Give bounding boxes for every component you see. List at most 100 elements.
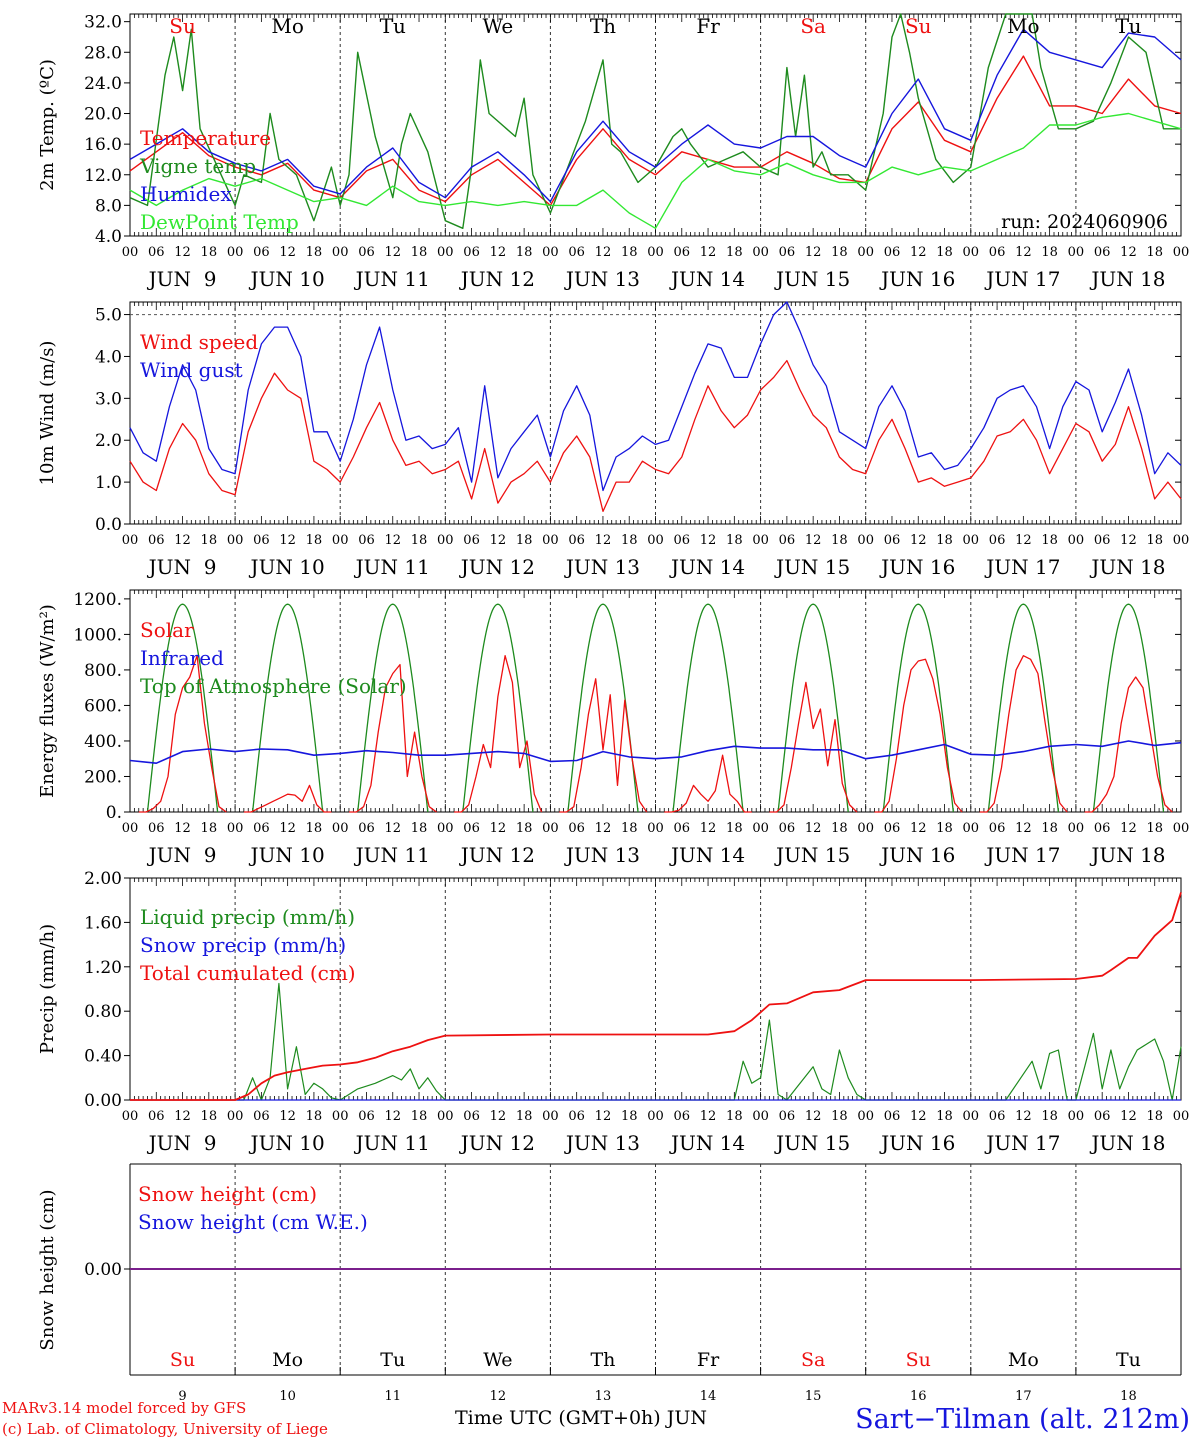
hour-tick-label: 00 [437,533,454,548]
hour-tick-label: 06 [463,533,480,548]
date-label: JUN 18 [1089,267,1165,291]
hour-tick-label: 06 [989,821,1006,836]
series-toa-solar-line [777,603,849,813]
day-number-label: 10 [279,1389,296,1404]
panel-4: 00 06 12 18 00 06 12 18 00 06 12 18 00 06 12 18 00 06 12 18… [37,869,1189,1155]
series-solar-line [1084,676,1173,813]
day-number-label: 14 [700,1389,717,1404]
hour-tick-label: 12 [910,821,927,836]
hour-tick-label: 06 [253,533,270,548]
hour-tick-label: 18 [411,245,428,260]
hour-tick-label: 18 [726,821,743,836]
series-toa-solar-line [1092,603,1165,813]
hour-tick-label: 18 [201,1109,218,1124]
y-tick-label: 4.0 [95,347,122,367]
hour-tick-label: 06 [674,245,691,260]
hour-tick-label: 00 [752,533,769,548]
date-label: JUN 18 [1089,555,1165,579]
date-label: JUN 15 [774,843,850,867]
y-tick-label: 32.0 [84,13,122,33]
weekday-label: Th [590,14,616,38]
hour-tick-label: 18 [936,821,953,836]
date-label: JUN 10 [249,555,325,579]
date-label: JUN 17 [984,1131,1060,1155]
hour-tick-label: 00 [857,1109,874,1124]
station-label: Sart−Tilman (alt. 212m) [855,1404,1190,1435]
hour-tick-label: 12 [1120,533,1137,548]
hour-tick-label: 00 [227,821,244,836]
weekday-label: Tu [1115,14,1141,38]
hour-tick-label: 12 [174,821,191,836]
hour-tick-label: 18 [516,1109,533,1124]
x-axis-title: Time UTC (GMT+0h) JUN [455,1407,707,1429]
y-tick-label: 1.20 [84,958,122,978]
hour-tick-label: 06 [674,1109,691,1124]
hour-tick-label: 00 [437,1109,454,1124]
hour-tick-label: 00 [227,1109,244,1124]
hour-tick-label: 00 [647,821,664,836]
legend-entry: DewPoint Temp [140,210,299,234]
panel-1: 00 06 12 18 00 06 12 18 00 06 12 18 00 06 12 18 00 06 12 18… [37,13,1189,291]
hour-tick-label: 06 [358,245,375,260]
series-solar-line [874,658,963,813]
date-label: JUN 9 [147,555,217,579]
legend-entry: Snow height (cm) [138,1182,317,1206]
hour-tick-label: 12 [490,245,507,260]
hour-tick-label: 06 [779,533,796,548]
series-infrared-line [129,740,1182,765]
hour-tick-label: 06 [989,533,1006,548]
y-tick-label: 28.0 [84,43,122,63]
y-tick-label: 0.0 [95,515,122,535]
date-label: JUN 17 [984,267,1060,291]
run-label: run: 2024060906 [1001,211,1168,233]
series-solar-line [243,784,332,813]
hour-tick-label: 00 [1173,245,1190,260]
y-tick-label: 0. [106,803,122,823]
hour-tick-label: 18 [306,1109,323,1124]
weekday-label: Tu [1116,1349,1141,1371]
y-tick-label: 20.0 [84,105,122,125]
hour-tick-label: 18 [1041,533,1058,548]
hour-tick-label: 12 [384,1109,401,1124]
hour-tick-label: 18 [831,821,848,836]
y-tick-label: 0.00 [84,1091,122,1111]
hour-tick-label: 12 [279,533,296,548]
y-tick-label: 1200. [73,590,122,610]
date-label: JUN 18 [1089,843,1165,867]
hour-tick-label: 00 [122,245,139,260]
hour-tick-label: 12 [490,1109,507,1124]
hour-tick-label: 00 [1068,821,1085,836]
y-tick-label: 800. [84,661,122,681]
hour-tick-label: 00 [857,533,874,548]
y-tick-label: 400. [84,732,122,752]
weekday-label: Fr [696,14,720,38]
hour-tick-label: 00 [1173,821,1190,836]
date-label: JUN 9 [147,267,217,291]
hour-tick-label: 00 [437,821,454,836]
legend-entry: Humidex [140,182,232,206]
hour-tick-label: 06 [779,821,796,836]
y-tick-label: 24.0 [84,74,122,94]
hour-tick-label: 12 [174,1109,191,1124]
hour-tick-label: 06 [674,821,691,836]
series-solar-line [559,678,648,813]
footer: MARv3.14 model forced by GFS (c) Lab. of … [2,1399,1190,1438]
hour-tick-label: 12 [384,533,401,548]
hour-tick-label: 12 [805,245,822,260]
legend-entry: Snow precip (mm/h) [140,933,346,957]
date-label: JUN 10 [249,1131,325,1155]
date-label: JUN 16 [879,843,955,867]
model-credit: MARv3.14 model forced by GFS [2,1399,246,1417]
series-solar-line [138,655,227,813]
hour-tick-label: 12 [1015,821,1032,836]
legend-entry: Temperature [140,126,271,150]
y-tick-label: 3.0 [95,389,122,409]
hour-tick-label: 06 [568,245,585,260]
hour-tick-label: 12 [1015,245,1032,260]
series-vigne-temp-line [129,13,1181,230]
date-label: JUN 9 [147,843,217,867]
weekday-label: Mo [1008,1349,1039,1371]
panel-3: 00 06 12 18 00 06 12 18 00 06 12 18 00 06 12 18 00 06 12 18… [37,589,1190,867]
series-toa-solar-line [146,603,219,813]
